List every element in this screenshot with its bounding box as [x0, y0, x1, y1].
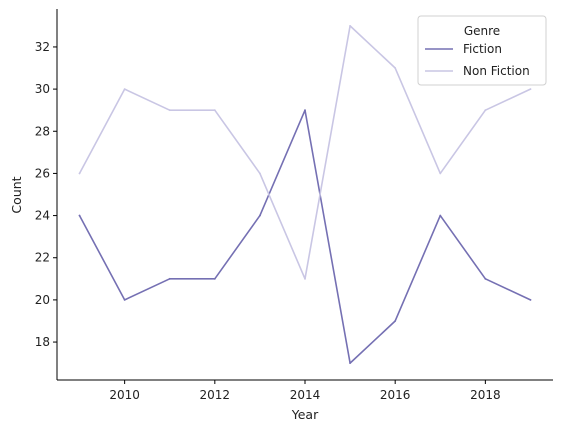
data-point-fiction-2018 [484, 277, 487, 280]
y-tick-label: 26 [35, 166, 50, 180]
x-ticks: 2010 2012 2014 2016 2018 [109, 380, 501, 402]
legend-label-fiction: Fiction [463, 42, 502, 56]
data-point-fiction-2015 [349, 362, 351, 365]
data-point-fiction-2017 [439, 214, 442, 217]
data-point-fiction-2014 [304, 109, 306, 112]
data-point-non-fiction-2013 [259, 172, 261, 175]
data-point-non-fiction-2011 [168, 109, 171, 112]
x-tick-label: 2012 [200, 388, 231, 402]
x-axis-label: Year [291, 407, 319, 422]
data-point-non-fiction-2015 [349, 24, 351, 27]
y-axis-label: Count [9, 176, 24, 213]
data-point-non-fiction-2017 [439, 172, 442, 175]
y-tick-label: 18 [35, 335, 50, 349]
legend-title: Genre [464, 24, 500, 38]
y-tick-label: 30 [35, 82, 50, 96]
y-tick-label: 32 [35, 40, 50, 54]
data-point-fiction-2013 [259, 214, 261, 217]
data-point-non-fiction-2018 [484, 109, 487, 112]
y-tick-label: 28 [35, 124, 50, 138]
x-tick-label: 2014 [290, 388, 321, 402]
legend: Genre Fiction Non Fiction [417, 15, 547, 86]
legend-label-non-fiction: Non Fiction [463, 64, 530, 78]
y-tick-label: 24 [35, 209, 50, 223]
x-tick-label: 2018 [470, 388, 501, 402]
data-point-non-fiction-2016 [394, 67, 397, 69]
data-point-fiction-2016 [394, 320, 397, 322]
data-point-fiction-2019 [529, 299, 532, 301]
x-tick-label: 2016 [380, 388, 411, 402]
data-point-fiction-2011 [168, 277, 171, 280]
y-tick-label: 22 [35, 251, 50, 265]
data-point-non-fiction-2012 [213, 109, 216, 112]
data-point-non-fiction-2009 [78, 172, 81, 175]
data-point-non-fiction-2014 [304, 277, 306, 280]
data-point-non-fiction-2019 [529, 88, 532, 90]
y-ticks: 18 20 22 24 26 28 30 32 [35, 40, 57, 349]
y-tick-label: 20 [35, 293, 50, 307]
series-line-fiction [78, 109, 532, 364]
legend-box [417, 15, 547, 86]
data-point-fiction-2009 [78, 214, 81, 217]
data-point-fiction-2010 [123, 299, 126, 301]
legend-entries: Fiction Non Fiction [425, 42, 530, 78]
x-tick-label: 2010 [109, 388, 140, 402]
data-point-non-fiction-2010 [123, 88, 126, 90]
data-point-fiction-2012 [213, 277, 216, 280]
series-layer [78, 24, 532, 365]
